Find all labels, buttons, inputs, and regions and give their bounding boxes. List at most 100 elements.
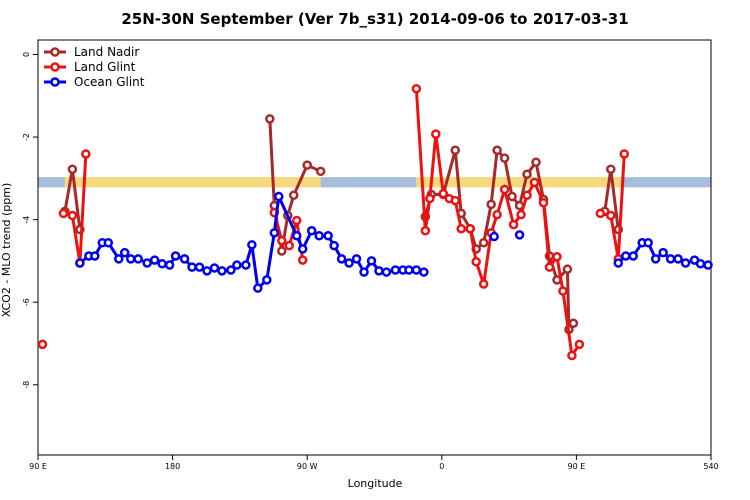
point [606, 164, 616, 174]
point [284, 240, 295, 251]
point [643, 238, 653, 248]
point [103, 238, 114, 248]
point [531, 157, 541, 167]
point [366, 256, 377, 266]
point [465, 223, 475, 234]
point [253, 283, 263, 293]
point [522, 169, 532, 179]
y-tick-label: -2 [22, 133, 31, 141]
point [595, 208, 606, 219]
point [315, 166, 326, 177]
x-tick-label: 0 [439, 462, 444, 471]
point [628, 251, 638, 261]
band-segment [38, 177, 65, 188]
point [149, 255, 160, 265]
point [431, 129, 441, 139]
point [247, 240, 257, 250]
y-axis-label: XCO2 - MLO trend (ppm) [0, 183, 13, 318]
point [390, 265, 401, 275]
point [568, 318, 579, 329]
point [522, 190, 532, 201]
point [209, 263, 220, 273]
y-tick-label: -6 [22, 298, 31, 306]
point [179, 254, 190, 264]
point [75, 258, 85, 268]
point [558, 286, 568, 296]
x-tick-label: 90 E [29, 462, 47, 471]
chart-title: 25N-30N September (Ver 7b_s31) 2014-09-0… [121, 10, 628, 28]
point [302, 160, 312, 170]
point [374, 266, 384, 276]
point [489, 231, 499, 242]
legend-label: Land Nadir [74, 45, 139, 59]
point [478, 279, 489, 289]
point [226, 265, 236, 275]
point [274, 191, 284, 202]
plot-frame [37, 39, 712, 456]
point [58, 208, 69, 219]
point [552, 252, 562, 262]
band-segment [64, 177, 321, 188]
point [291, 230, 302, 241]
point [37, 339, 48, 350]
point [507, 191, 517, 202]
point [567, 350, 577, 361]
point [411, 265, 422, 275]
point [187, 262, 197, 272]
point [613, 258, 624, 268]
point [194, 262, 205, 272]
band-segment [416, 177, 622, 188]
point [119, 247, 130, 258]
point [538, 197, 549, 208]
point [164, 260, 175, 270]
legend-marker [50, 47, 60, 57]
point [291, 215, 302, 226]
point [67, 164, 78, 174]
point [217, 266, 227, 276]
point [381, 267, 392, 277]
point [562, 264, 573, 274]
point [665, 254, 676, 264]
x-tick-label: 90 W [297, 462, 318, 471]
point [471, 256, 481, 267]
point [81, 149, 91, 159]
point [306, 226, 317, 236]
band-segment [320, 177, 417, 188]
point [673, 254, 683, 264]
point [314, 230, 324, 241]
point [269, 228, 280, 238]
x-tick-label: 540 [703, 462, 718, 471]
point [438, 188, 449, 199]
point [619, 149, 630, 159]
x-tick-label: 180 [165, 462, 180, 471]
point [478, 238, 489, 248]
point [329, 240, 339, 251]
y-tick-label: -4 [22, 216, 31, 224]
point [351, 254, 362, 264]
point [425, 193, 435, 204]
legend-label: Land Glint [74, 60, 136, 74]
point [90, 251, 100, 261]
legend-label: Ocean Glint [74, 75, 145, 89]
series-line [63, 88, 626, 360]
point [621, 251, 631, 261]
point [499, 153, 510, 163]
point [232, 260, 242, 270]
point [202, 266, 212, 276]
legend-marker [50, 62, 60, 72]
point [680, 258, 691, 268]
point [606, 210, 616, 221]
point [703, 260, 713, 270]
point [133, 254, 143, 264]
point [404, 265, 414, 275]
point [157, 259, 167, 269]
point [359, 267, 369, 277]
point [492, 209, 502, 220]
legend-marker [50, 77, 60, 87]
point [297, 244, 308, 254]
point [658, 247, 668, 258]
x-axis-label: Longitude [348, 477, 403, 490]
point [170, 251, 181, 261]
point [241, 260, 251, 270]
